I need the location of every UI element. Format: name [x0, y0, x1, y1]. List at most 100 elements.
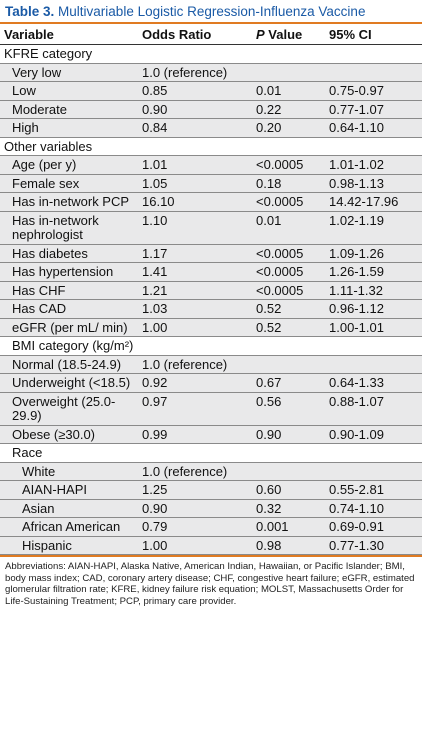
- table-footnote: Abbreviations: AIAN-HAPI, Alaska Native,…: [0, 555, 422, 607]
- cell-ci: 0.75-0.97: [329, 83, 384, 98]
- cell-ci: 1.26-1.59: [329, 264, 384, 279]
- cell-p-value: 0.20: [256, 120, 282, 135]
- table-row: High 0.84 0.20 0.64-1.10: [0, 119, 422, 138]
- cell-ci: 1.09-1.26: [329, 245, 384, 261]
- cell-p-value: 0.52: [256, 301, 282, 316]
- table-row: Asian 0.90 0.32 0.74-1.10: [0, 499, 422, 518]
- cell-variable: Overweight (25.0-29.9): [12, 393, 116, 423]
- cell-variable: Age (per y): [12, 157, 77, 172]
- section-row: Other variables: [0, 137, 422, 156]
- cell-odds-ratio: 1.21: [142, 282, 168, 298]
- cell-variable: High: [12, 120, 39, 135]
- cell-ci: 0.69-0.91: [329, 519, 384, 534]
- cell-odds-ratio: 0.97: [142, 393, 168, 409]
- cell-odds-ratio: 1.00: [142, 319, 168, 335]
- cell-ci: 1.11-1.32: [329, 282, 383, 298]
- table-row: Age (per y) 1.01 <0.0005 1.01-1.02: [0, 156, 422, 175]
- cell-odds-ratio: 0.92: [142, 375, 168, 390]
- table-title-text: Multivariable Logistic Regression-Influe…: [58, 4, 366, 19]
- table-row: Low 0.85 0.01 0.75-0.97: [0, 82, 422, 101]
- table-row: Hispanic 1.00 0.98 0.77-1.30: [0, 536, 422, 555]
- cell-p-value: 0.56: [256, 393, 282, 409]
- table-row: Very low 1.0 (reference): [0, 63, 422, 82]
- cell-p-value: 0.67: [256, 375, 282, 390]
- header-p-italic: P: [256, 26, 265, 42]
- cell-variable: Has diabetes: [12, 245, 88, 261]
- cell-ci: 1.02-1.19: [329, 212, 384, 228]
- table-row: Has in-network nephrologist 1.10 0.01 1.02-…: [0, 211, 422, 245]
- table-row: Underweight (<18.5) 0.92 0.67 0.64-1.33: [0, 374, 422, 393]
- table-title: Table 3. Multivariable Logistic Regressi…: [0, 0, 422, 24]
- cell-odds-ratio: 1.0 (reference): [142, 64, 228, 80]
- cell-ci: 0.77-1.30: [329, 537, 384, 553]
- table-row: African American 0.79 0.001 0.69-0.91: [0, 518, 422, 537]
- cell-variable: Race: [12, 445, 43, 460]
- cell-variable: Obese (≥30.0): [12, 426, 96, 442]
- cell-ci: 1.00-1.01: [329, 319, 384, 335]
- cell-p-value: 0.18: [256, 175, 282, 191]
- cell-p-value: <0.0005: [256, 157, 304, 172]
- header-odds-ratio: Odds Ratio: [142, 26, 212, 42]
- table-row: Has hypertension 1.41 <0.0005 1.26-1.59: [0, 263, 422, 282]
- table-row: eGFR (per mL/ min) 1.00 0.52 1.00-1.01: [0, 318, 422, 337]
- cell-ci: 0.74-1.10: [329, 500, 384, 516]
- cell-variable: African American: [22, 519, 121, 534]
- cell-variable: Other variables: [4, 138, 93, 154]
- cell-odds-ratio: 0.79: [142, 519, 168, 534]
- table-header: Variable Odds Ratio P Value 95% CI: [0, 24, 422, 45]
- cell-odds-ratio: 1.0 (reference): [142, 463, 228, 479]
- cell-odds-ratio: 0.99: [142, 426, 168, 442]
- cell-variable: Has hypertension: [12, 264, 114, 279]
- table-row: Overweight (25.0-29.9) 0.97 0.56 0.88-1.07: [0, 392, 422, 426]
- table-row: Moderate 0.90 0.22 0.77-1.07: [0, 100, 422, 119]
- table-row: AIAN-HAPI 1.25 0.60 0.55-2.81: [0, 481, 422, 500]
- header-p-rest: Value: [264, 26, 303, 42]
- cell-odds-ratio: 16.10: [142, 194, 175, 209]
- cell-ci: 0.88-1.07: [329, 393, 384, 409]
- cell-odds-ratio: 1.17: [142, 245, 168, 261]
- cell-ci: 0.64-1.33: [329, 375, 384, 390]
- table-row: Has diabetes 1.17 <0.0005 1.09-1.26: [0, 244, 422, 263]
- cell-variable: AIAN-HAPI: [22, 482, 88, 497]
- cell-variable: Has in-network nephrologist: [12, 212, 99, 242]
- cell-variable: BMI category (kg/m²): [12, 338, 134, 353]
- cell-ci: 0.64-1.10: [329, 120, 384, 135]
- cell-odds-ratio: 0.90: [142, 500, 168, 516]
- cell-variable: Female sex: [12, 175, 80, 191]
- cell-variable: Moderate: [12, 101, 67, 117]
- cell-p-value: 0.22: [256, 101, 282, 117]
- cell-p-value: 0.90: [256, 426, 282, 442]
- cell-p-value: 0.01: [256, 83, 282, 98]
- cell-odds-ratio: 1.01: [142, 157, 168, 172]
- cell-odds-ratio: 0.85: [142, 83, 168, 98]
- cell-ci: 0.77-1.07: [329, 101, 384, 117]
- header-p-value: P Value: [252, 27, 325, 42]
- table-body: KFRE category Very low 1.0 (reference) Low 0…: [0, 45, 422, 555]
- table-row: Has CHF 1.21 <0.0005 1.11-1.32: [0, 281, 422, 300]
- cell-odds-ratio: 1.41: [142, 264, 168, 279]
- cell-odds-ratio: 1.0 (reference): [142, 356, 228, 372]
- cell-p-value: <0.0005: [256, 264, 304, 279]
- cell-odds-ratio: 1.00: [142, 537, 168, 553]
- cell-variable: Has CAD: [12, 301, 67, 316]
- cell-ci: 0.90-1.09: [329, 426, 384, 442]
- cell-odds-ratio: 1.25: [142, 482, 168, 497]
- cell-ci: 0.96-1.12: [329, 301, 384, 316]
- table-row: Normal (18.5-24.9) 1.0 (reference): [0, 355, 422, 374]
- cell-p-value: 0.32: [256, 500, 282, 516]
- table-row: Female sex 1.05 0.18 0.98-1.13: [0, 174, 422, 193]
- cell-variable: Has CHF: [12, 282, 66, 298]
- cell-variable: Low: [12, 83, 36, 98]
- cell-ci: 1.01-1.02: [329, 157, 384, 172]
- cell-p-value: <0.0005: [256, 245, 304, 261]
- section-row: BMI category (kg/m²): [0, 337, 422, 356]
- cell-p-value: 0.60: [256, 482, 282, 497]
- cell-ci: 14.42-17.96: [329, 194, 399, 209]
- table-title-label: Table 3.: [5, 4, 55, 19]
- cell-variable: KFRE category: [4, 46, 93, 61]
- cell-ci: 0.98-1.13: [329, 175, 384, 191]
- cell-p-value: <0.0005: [256, 194, 304, 209]
- header-variable: Variable: [4, 26, 54, 42]
- cell-odds-ratio: 1.05: [142, 175, 168, 191]
